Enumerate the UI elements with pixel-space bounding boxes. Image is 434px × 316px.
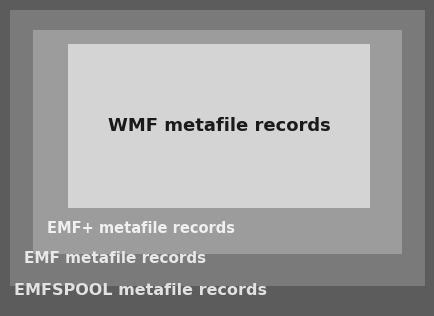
- Bar: [68, 44, 369, 208]
- Text: EMF metafile records: EMF metafile records: [24, 251, 206, 266]
- Text: WMF metafile records: WMF metafile records: [107, 117, 329, 135]
- Text: EMFSPOOL metafile records: EMFSPOOL metafile records: [14, 283, 266, 298]
- Bar: [10, 10, 424, 286]
- Text: EMF+ metafile records: EMF+ metafile records: [47, 221, 234, 236]
- Bar: [33, 30, 401, 254]
